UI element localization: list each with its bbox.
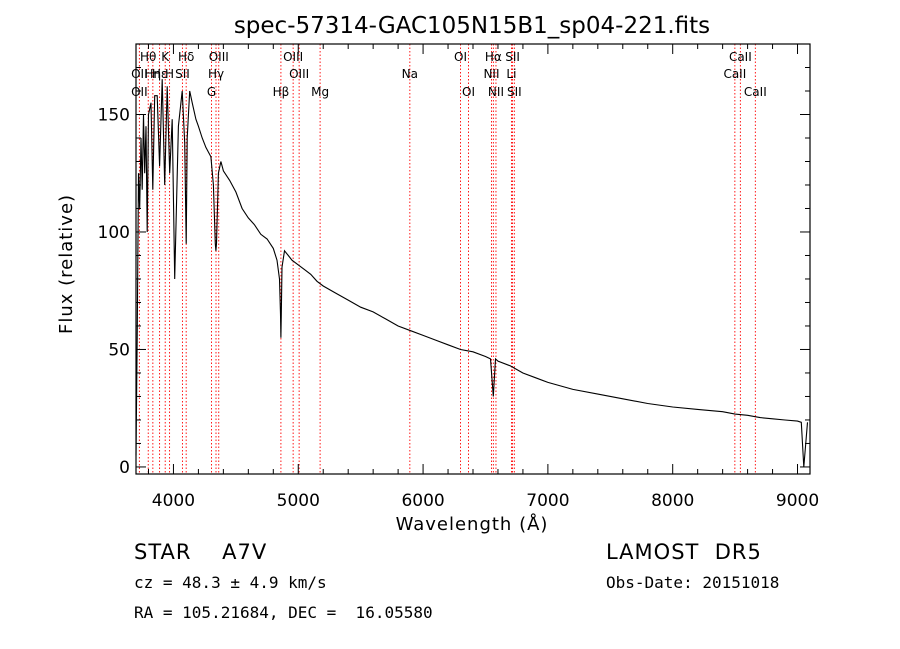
line-label: Mg bbox=[311, 85, 329, 99]
observation-date: Obs-Date: 20151018 bbox=[606, 573, 780, 592]
line-label: Hα bbox=[485, 50, 502, 64]
line-label: SII bbox=[175, 67, 190, 81]
line-label: K bbox=[161, 50, 170, 64]
line-label: Hγ bbox=[208, 67, 224, 81]
line-label: OIII bbox=[289, 67, 309, 81]
x-axis-label: Wavelength (Å) bbox=[396, 513, 549, 535]
line-label: H bbox=[165, 67, 174, 81]
chart-title: spec-57314-GAC105N15B1_sp04-221.fits bbox=[234, 13, 710, 39]
y-tick-label: 150 bbox=[98, 105, 130, 125]
line-label: CaII bbox=[744, 85, 767, 99]
line-label: Hε bbox=[152, 67, 168, 81]
x-tick-label: 5000 bbox=[277, 491, 320, 511]
line-label: SII bbox=[505, 50, 520, 64]
plot-frame bbox=[135, 43, 811, 475]
line-label: G bbox=[207, 85, 216, 99]
line-label: OII bbox=[131, 67, 148, 81]
redshift-velocity: cz = 48.3 ± 4.9 km/s bbox=[134, 573, 327, 592]
y-axis-ticks: 0 50 100 150 bbox=[98, 66, 810, 478]
x-tick-label: 6000 bbox=[401, 491, 444, 511]
y-tick-label: 0 bbox=[119, 458, 130, 478]
line-label: OII bbox=[131, 85, 148, 99]
x-tick-label: 9000 bbox=[776, 491, 819, 511]
x-axis-ticks: 4000 5000 6000 7000 8000 9000 bbox=[147, 44, 819, 511]
line-label: SII bbox=[507, 85, 522, 99]
x-tick-label: 4000 bbox=[152, 491, 195, 511]
line-label: Hβ bbox=[273, 85, 290, 99]
x-tick-label: 7000 bbox=[526, 491, 569, 511]
line-label: OIII bbox=[283, 50, 303, 64]
line-label: NII bbox=[483, 67, 499, 81]
spectrum-curve bbox=[135, 79, 809, 468]
line-label: Li bbox=[506, 67, 516, 81]
line-label: Na bbox=[402, 67, 418, 81]
line-label: Hθ bbox=[140, 50, 156, 64]
line-label: Hη bbox=[145, 67, 162, 81]
coordinates: RA = 105.21684, DEC = 16.05580 bbox=[134, 603, 433, 622]
line-identification-markers bbox=[138, 44, 756, 474]
line-label: OIII bbox=[209, 50, 229, 64]
survey-name: LAMOST DR5 bbox=[606, 540, 762, 564]
object-class: STAR A7V bbox=[134, 540, 268, 564]
line-label: OI bbox=[462, 85, 475, 99]
x-tick-label: 8000 bbox=[651, 491, 694, 511]
line-label: OI bbox=[454, 50, 467, 64]
y-axis-label: Flux (relative) bbox=[56, 194, 77, 334]
line-label: CaII bbox=[729, 50, 752, 64]
line-label: NII bbox=[488, 85, 504, 99]
y-tick-label: 50 bbox=[108, 340, 130, 360]
y-tick-label: 100 bbox=[98, 223, 130, 243]
line-label: Hδ bbox=[178, 50, 194, 64]
line-label: CaII bbox=[723, 67, 746, 81]
